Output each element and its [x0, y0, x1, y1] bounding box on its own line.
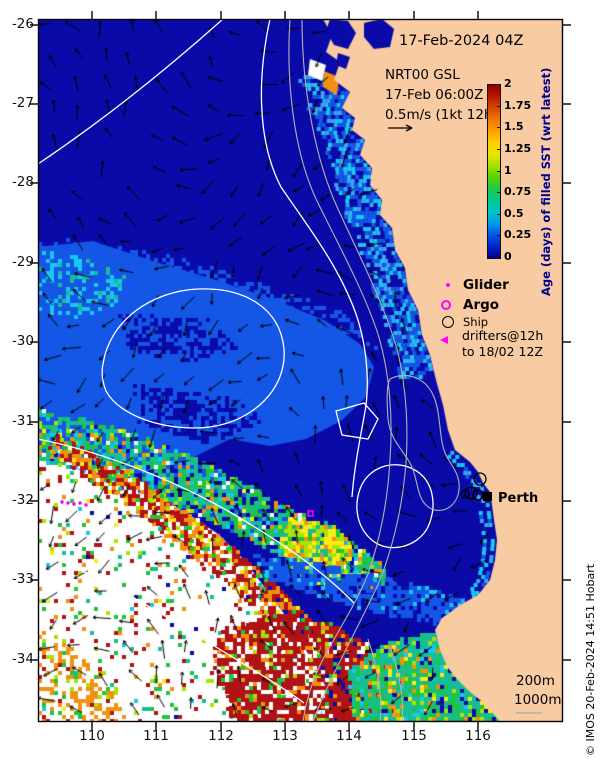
colorbar-tick-mark	[497, 170, 501, 172]
colorbar-tick-mark	[497, 105, 501, 107]
colorbar-tick-label: 0.25	[504, 228, 532, 242]
ship-observation-marker	[473, 472, 487, 486]
drifter-observation-marker	[66, 501, 70, 505]
lon-tick-label: 113	[272, 728, 298, 744]
map-plot-area	[38, 19, 563, 722]
lon-tick-label: 111	[143, 728, 169, 744]
lon-tick-label: 116	[465, 728, 491, 744]
lat-tick-label: -31	[11, 413, 34, 429]
map-title: 17-Feb-2024 04Z	[399, 33, 524, 49]
colorbar-tick-mark	[497, 257, 501, 258]
drifter-observation-marker	[78, 501, 82, 505]
colorbar-label: Age (days) of filled SST (wrt latest)	[539, 67, 553, 296]
lat-tick-label: -28	[11, 174, 34, 190]
colorbar-tick-mark	[497, 127, 501, 129]
lat-tick-label: -27	[11, 95, 34, 111]
argo-marker-icon	[441, 300, 451, 310]
perth-city-label: Perth	[498, 491, 539, 506]
colorbar-tick-label: 1.75	[504, 98, 532, 112]
colorbar-tick-mark	[497, 213, 501, 215]
observation-markers	[60, 472, 492, 517]
drifter-observation-marker	[72, 502, 76, 506]
colorbar-tick-label: 2	[504, 77, 512, 90]
lat-tick-label: -29	[11, 254, 34, 270]
colorbar-tick-mark	[497, 84, 501, 85]
ship-marker-icon	[442, 316, 454, 328]
isobath-1000m-label: 1000m	[514, 692, 562, 708]
colorbar-tick-label: 1.25	[504, 141, 532, 155]
colorbar-tick-mark	[497, 148, 501, 150]
legend-drifters-line1: drifters@12h	[462, 328, 544, 343]
lat-tick-label: -30	[11, 333, 34, 349]
colorbar-tick-label: 0.75	[504, 185, 532, 199]
credit-text: © IMOS 20-Feb-2024 14:51 Hobart	[584, 563, 597, 756]
legend-glider-label: Glider	[463, 277, 509, 293]
lat-tick-label: -34	[11, 651, 34, 667]
colorbar-tick-mark	[497, 235, 501, 237]
bathymetry-contours-white	[38, 19, 434, 704]
argo-observation-marker	[307, 510, 314, 517]
drifter-marker-icon	[440, 336, 448, 344]
colorbar-tick-label: 1	[504, 163, 512, 177]
colorbar	[487, 84, 501, 259]
isobath-1000m-line-sample	[516, 712, 542, 714]
lat-tick-label: -33	[11, 571, 34, 587]
drifter-observation-marker	[60, 500, 64, 504]
drifter-observation-marker	[84, 503, 88, 507]
model-label: NRT00 GSL	[385, 67, 460, 83]
valid-time-label: 17-Feb 06:00Z	[385, 87, 484, 103]
colorbar-tick-label: 0.5	[504, 206, 524, 220]
lon-tick-label: 115	[401, 728, 427, 744]
map-overlay	[38, 19, 492, 722]
perth-city-marker	[483, 492, 492, 501]
lat-tick-label: -26	[11, 16, 34, 32]
colorbar-tick-label: 1.5	[504, 120, 524, 134]
colorbar-tick-label: 0	[504, 250, 512, 263]
vector-scale-label: 0.5m/s (1kt 12h	[385, 107, 493, 123]
colorbar-tick-mark	[497, 192, 501, 194]
glider-marker-icon	[446, 283, 450, 287]
lon-tick-label: 112	[208, 728, 234, 744]
ship-observation-marker	[472, 489, 484, 501]
lon-tick-label: 110	[79, 728, 105, 744]
lat-tick-label: -32	[11, 492, 34, 508]
legend-argo-label: Argo	[463, 297, 500, 313]
isobath-200m-label: 200m	[516, 673, 555, 689]
legend-drifters-line2: to 18/02 12Z	[462, 344, 543, 359]
legend-ship-label: Ship	[463, 315, 489, 329]
bathymetry-contours-gray	[288, 19, 460, 722]
lon-tick-label: 114	[336, 728, 362, 744]
